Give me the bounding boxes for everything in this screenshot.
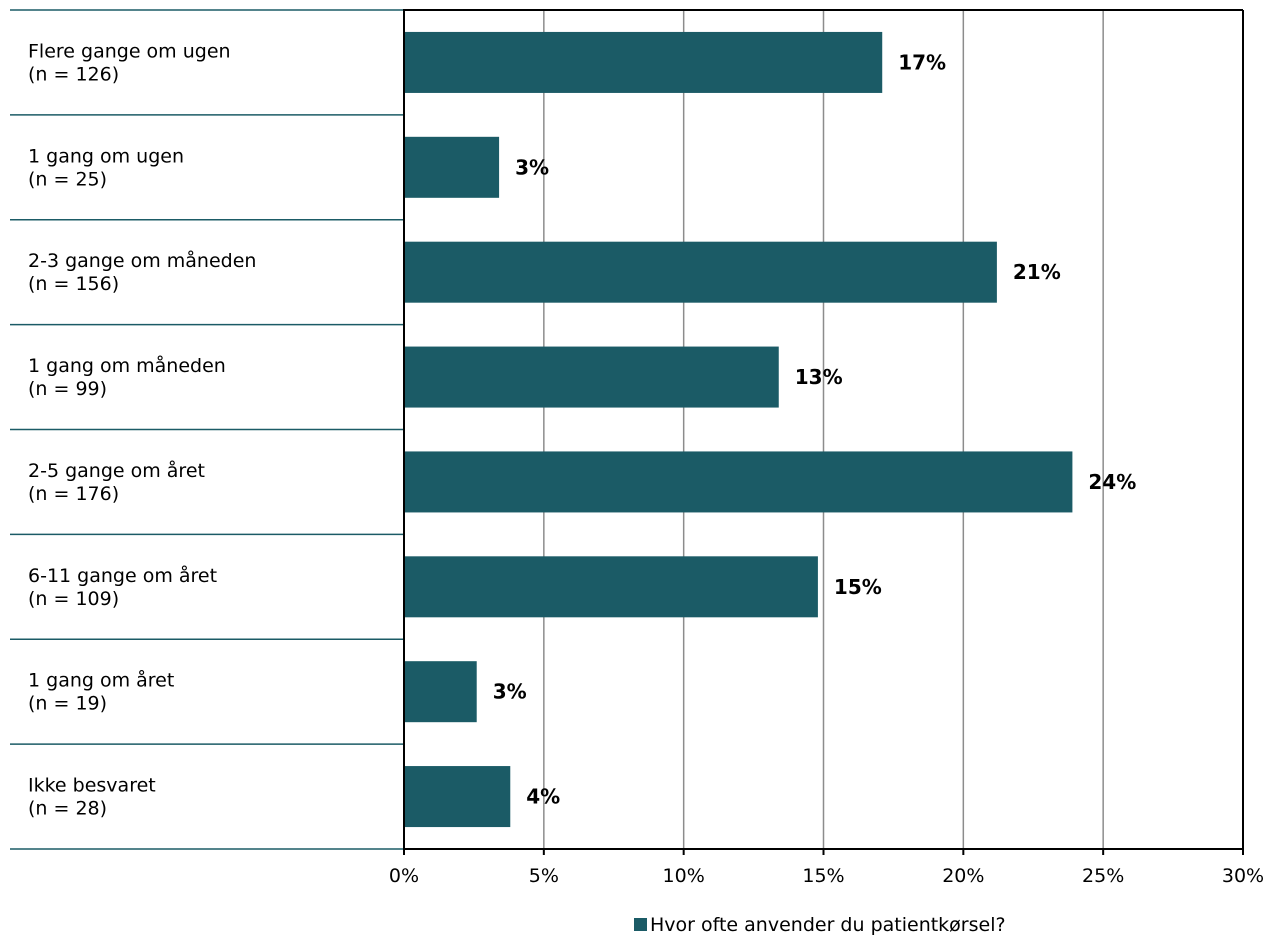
bar [404,346,779,408]
data-label: 3% [515,155,549,179]
bars [404,31,1073,828]
legend: Hvor ofte anvender du patientkørsel? [634,914,1006,936]
category-label-name: 1 gang om måneden [28,354,226,377]
data-label: 3% [493,680,527,704]
category-label-name: 2-3 gange om måneden [28,249,256,272]
category-label: 2-5 gange om året (n = 176) [28,459,205,505]
x-tick-label: 30% [1222,865,1264,887]
bar [404,451,1073,513]
x-tick-label: 10% [663,865,705,887]
data-label: 4% [526,785,560,809]
bar [404,556,818,618]
bar [404,766,511,828]
category-label: 1 gang om ugen (n = 25) [28,145,184,190]
category-label-name: 6-11 gange om året [28,564,217,587]
category-label: 6-11 gange om året (n = 109) [28,564,217,610]
axes [403,9,1244,855]
data-label: 15% [834,575,882,599]
category-label-count: (n = 156) [28,273,119,295]
data-label: 17% [898,50,946,74]
category-label-name: Flere gange om ugen [28,40,231,62]
legend-swatch [634,918,647,931]
x-tick-label: 15% [802,865,844,887]
data-label: 21% [1013,260,1061,284]
x-tick-label: 20% [942,865,984,887]
category-label: Flere gange om ugen (n = 126) [28,40,231,85]
category-label-count: (n = 126) [28,63,119,85]
category-label-count: (n = 28) [28,798,107,820]
category-label-count: (n = 19) [28,693,107,715]
category-label-name: 1 gang om året [28,669,174,692]
grid-lines [543,10,1104,849]
bar [404,241,997,303]
x-tick-labels: 0% 5% 10% 15% 20% 25% 30% [389,865,1264,887]
category-label: 2-3 gange om måneden (n = 156) [28,249,256,295]
bar [404,661,477,723]
bar [404,136,500,198]
data-labels: 17% 3% 21% 13% 24% 15% 3% 4% [493,50,1137,808]
category-label-count: (n = 176) [28,483,119,505]
category-label-count: (n = 109) [28,588,119,610]
category-label-name: 2-5 gange om året [28,459,205,482]
legend-label: Hvor ofte anvender du patientkørsel? [650,914,1006,936]
category-label-count: (n = 25) [28,168,107,190]
category-label: Ikke besvaret (n = 28) [28,775,156,820]
category-label-count: (n = 99) [28,378,107,400]
x-tick-label: 25% [1082,865,1124,887]
category-labels: Flere gange om ugen (n = 126) 1 gang om ug… [28,40,256,819]
category-label-name: Ikke besvaret [28,775,156,797]
data-label: 13% [795,365,843,389]
category-label-name: 1 gang om ugen [28,145,184,167]
category-label: 1 gang om året (n = 19) [28,669,174,715]
category-dividers [10,9,404,850]
x-tick-label: 5% [529,865,559,887]
bar [404,31,883,93]
data-label: 24% [1088,470,1136,494]
category-label: 1 gang om måneden (n = 99) [28,354,226,400]
x-tick-label: 0% [389,865,419,887]
